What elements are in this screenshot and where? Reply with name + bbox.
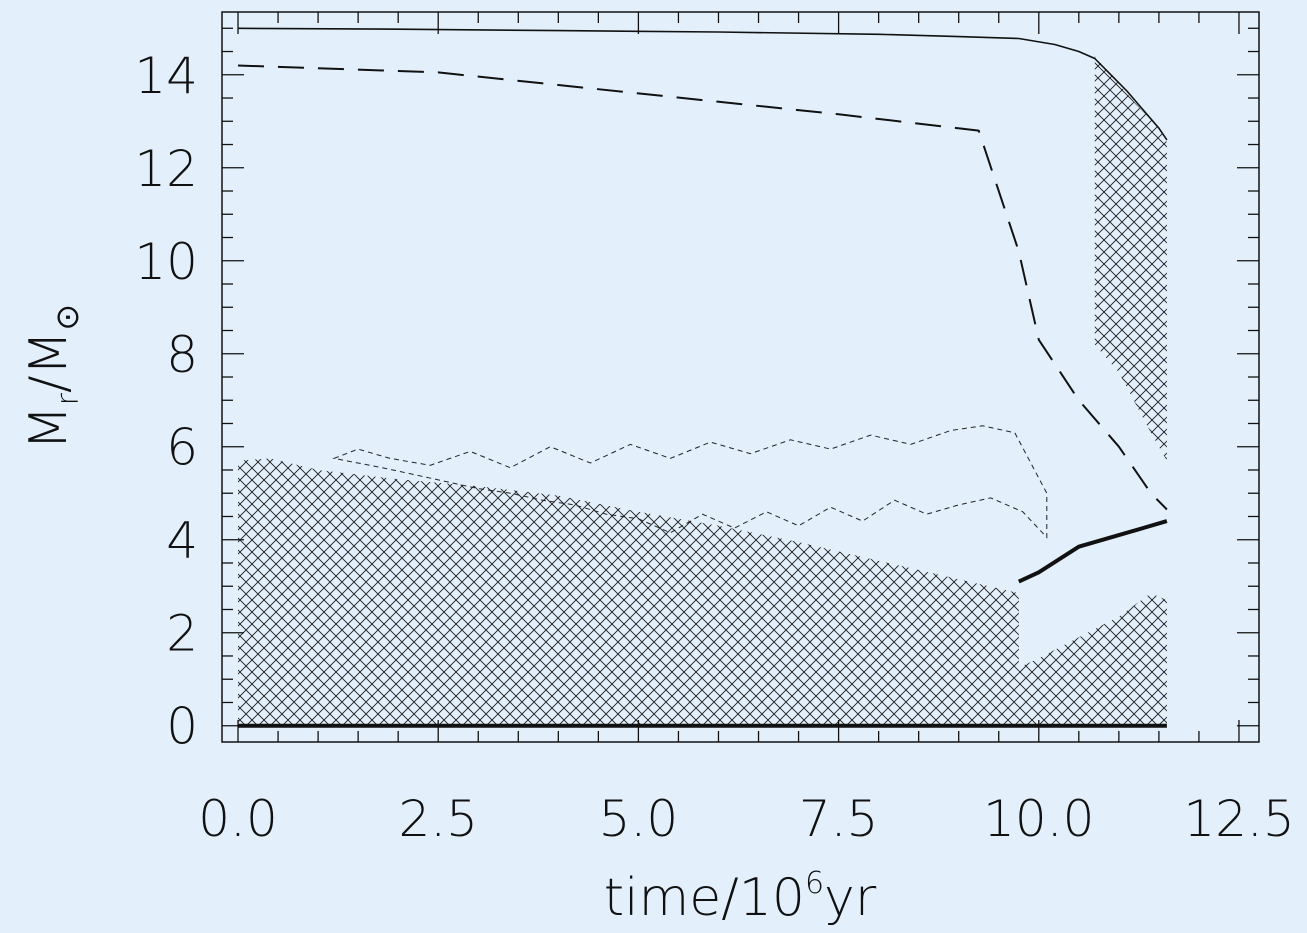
x-tick-label: 7.5 xyxy=(799,790,879,848)
series-line-1 xyxy=(237,27,1168,141)
y-axis-title-subscript: r xyxy=(51,392,86,405)
hatched-region-2 xyxy=(1018,593,1167,726)
y-tick-label: 0 xyxy=(166,698,198,756)
x-tick-label: 10.0 xyxy=(983,790,1094,848)
y-tick-label: 4 xyxy=(166,512,198,570)
series-group xyxy=(237,27,1168,728)
x-tick-labels: 0.0 2.5 5.0 7.5 10.0 12.5 xyxy=(198,790,1294,848)
x-axis-title: time/106yr xyxy=(604,866,877,928)
y-tick-labels: 0 2 4 6 8 10 12 14 xyxy=(134,47,198,756)
y-tick-label: 6 xyxy=(166,419,198,477)
convective-regions xyxy=(238,56,1167,726)
hatched-region-3 xyxy=(1094,56,1167,461)
y-axis-title-sun-symbol: ⊙ xyxy=(48,304,86,331)
y-tick-label: 12 xyxy=(134,140,198,198)
x-tick-label: 5.0 xyxy=(599,790,679,848)
sawtooth-region-1 xyxy=(332,425,1048,539)
y-tick-label: 2 xyxy=(166,605,198,663)
series-line-2 xyxy=(237,64,1168,511)
x-axis-title-unit: yr xyxy=(824,868,877,928)
axis-ticks xyxy=(222,12,1259,742)
x-axis-title-superscript: 6 xyxy=(805,866,824,901)
x-axis-title-text: time/10 xyxy=(604,868,805,928)
hatched-region-1 xyxy=(238,458,1019,726)
x-tick-label: 12.5 xyxy=(1183,790,1294,848)
y-tick-label: 14 xyxy=(134,47,198,105)
y-tick-label: 8 xyxy=(166,326,198,384)
x-tick-label: 0.0 xyxy=(198,790,278,848)
y-axis-title-m: M xyxy=(19,405,79,450)
y-tick-label: 10 xyxy=(134,233,198,291)
y-axis-title: Mr/M⊙ xyxy=(19,304,86,450)
x-tick-label: 2.5 xyxy=(398,790,478,848)
series-line-3 xyxy=(1017,519,1168,584)
y-axis-title-solar-mass: /M xyxy=(19,331,79,393)
